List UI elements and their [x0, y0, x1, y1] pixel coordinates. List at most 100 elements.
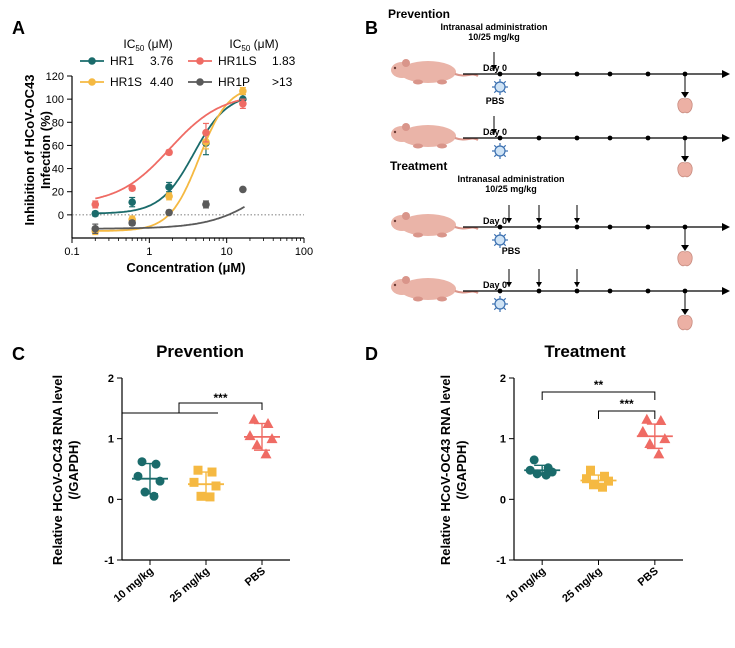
- x-tick-label: 10 mg/kg: [112, 565, 156, 605]
- legend-swatch-marker: [196, 57, 204, 65]
- prevention-pbs-label: PBS: [486, 96, 505, 106]
- administration-arrowhead: [491, 129, 497, 134]
- data-point: [260, 448, 272, 459]
- fit-curve-hr1p: [95, 206, 245, 230]
- experimental-design-diagram: Prevention Treatment Intranasal administ…: [388, 7, 730, 331]
- treatment-pbs-label: PBS: [502, 246, 521, 256]
- treatment-section-label: Treatment: [390, 159, 447, 173]
- y-tick-label: 1: [500, 434, 506, 446]
- data-point-hr1p: [128, 219, 136, 227]
- x-tick-label: 25 mg/kg: [168, 565, 212, 605]
- administration-arrowhead: [536, 218, 542, 223]
- timeline-dot: [536, 288, 542, 294]
- chart-axes: 0.1 1 10 100 0 20 40 60 80 100 120: [46, 71, 314, 258]
- data-point-hr1p: [202, 200, 210, 209]
- data-point: [532, 469, 542, 479]
- y-tick-label: 0: [58, 210, 64, 222]
- y-tick-label: 0: [108, 494, 114, 506]
- sampling-arrowhead: [681, 156, 689, 162]
- timeline-dot: [536, 135, 542, 141]
- legend-swatch-marker: [88, 78, 96, 86]
- timeline-arrowhead: [722, 70, 730, 78]
- timeline-arrowhead: [722, 223, 730, 231]
- data-point: [266, 433, 278, 444]
- timeline-dot: [574, 135, 580, 141]
- x-axis-label: Concentration (μM): [126, 260, 245, 275]
- data-point-hr1ls: [165, 148, 173, 157]
- sampling-arrowhead: [681, 92, 689, 98]
- data-point: [600, 471, 609, 481]
- mouse-illustration: [390, 58, 479, 86]
- panel-letter-c: C: [12, 344, 25, 364]
- y-tick-label: -1: [496, 555, 506, 567]
- treatment-scatter-chart: Treatment Relative HCoV-OC43 RNA level (…: [438, 342, 683, 605]
- legend-header-2: IC50 (μM): [229, 37, 278, 53]
- data-point-hr1ls: [239, 99, 247, 108]
- timeline-dot: [536, 224, 542, 230]
- data-point: [244, 430, 256, 441]
- y-axis-label-line1: Inhibition of HCoV-OC43: [22, 75, 37, 226]
- lung-icon: [677, 98, 693, 114]
- significance-bracket: [541, 391, 656, 400]
- x-tick-label: PBS: [636, 565, 661, 589]
- timeline-dot: [574, 71, 580, 77]
- timeline-arrowhead: [722, 134, 730, 142]
- administration-arrowhead: [536, 282, 542, 287]
- x-tick-label: 100: [295, 246, 313, 258]
- y-tick-label: 80: [52, 117, 64, 129]
- data-point: [211, 481, 221, 491]
- timeline-dot: [682, 135, 688, 141]
- data-point: [653, 448, 665, 459]
- data-point: [637, 425, 649, 436]
- data-point-hr1ls: [91, 200, 100, 209]
- legend-ic50-hr1: 3.76: [150, 54, 174, 68]
- y-tick-label: 0: [500, 494, 506, 506]
- y-tick-label: 20: [52, 187, 64, 199]
- data-point: [582, 474, 591, 484]
- y-tick-label: 1: [108, 434, 114, 446]
- timeline-dot: [607, 71, 613, 77]
- data-point-hr1ls: [128, 184, 136, 193]
- prevention-scatter-chart: Prevention Relative HCoV-OC43 RNA level …: [50, 342, 290, 605]
- prevention-dose-label: 10/25 mg/kg: [468, 32, 520, 42]
- data-point: [604, 476, 613, 486]
- timeline-dot: [607, 135, 613, 141]
- virus-icon: [491, 231, 509, 249]
- treatment-dose-label: 10/25 mg/kg: [485, 184, 537, 194]
- legend-ic50-hr1p: >13: [272, 75, 293, 89]
- day0-label-row4: Day 0: [483, 280, 507, 290]
- data-point: [196, 491, 206, 501]
- legend-label-hr1: HR1: [110, 54, 134, 68]
- data-point: [133, 471, 143, 481]
- x-tick-label: 10: [221, 246, 233, 258]
- panel-letter-b: B: [365, 18, 378, 38]
- data-point: [586, 465, 595, 475]
- y-tick-label: 40: [52, 164, 64, 176]
- lung-icon: [677, 251, 693, 267]
- lung-icon: [677, 315, 693, 331]
- sampling-arrowhead: [681, 245, 689, 251]
- legend-label-hr1s: HR1S: [110, 75, 142, 89]
- y-axis-label-c-line2: (/GAPDH): [66, 440, 81, 499]
- data-point: [193, 465, 203, 475]
- x-tick-label: 10 mg/kg: [504, 565, 548, 605]
- timeline-dot: [645, 135, 651, 141]
- timeline-dot: [607, 288, 613, 294]
- day0-label-row3: Day 0: [483, 216, 507, 226]
- timeline-dot: [682, 71, 688, 77]
- timeline-dot: [497, 224, 503, 230]
- sampling-arrowhead: [681, 309, 689, 315]
- mouse-illustration: [390, 275, 479, 303]
- data-point: [248, 413, 260, 424]
- timeline-dot: [682, 224, 688, 230]
- significance-label: **: [594, 378, 604, 392]
- virus-icon: [491, 78, 509, 96]
- data-point: [541, 470, 551, 480]
- significance-bracket: [178, 402, 263, 413]
- data-point: [140, 487, 150, 497]
- data-points: [91, 86, 247, 236]
- data-point-hr1p: [165, 208, 173, 217]
- timeline-dot: [497, 71, 503, 77]
